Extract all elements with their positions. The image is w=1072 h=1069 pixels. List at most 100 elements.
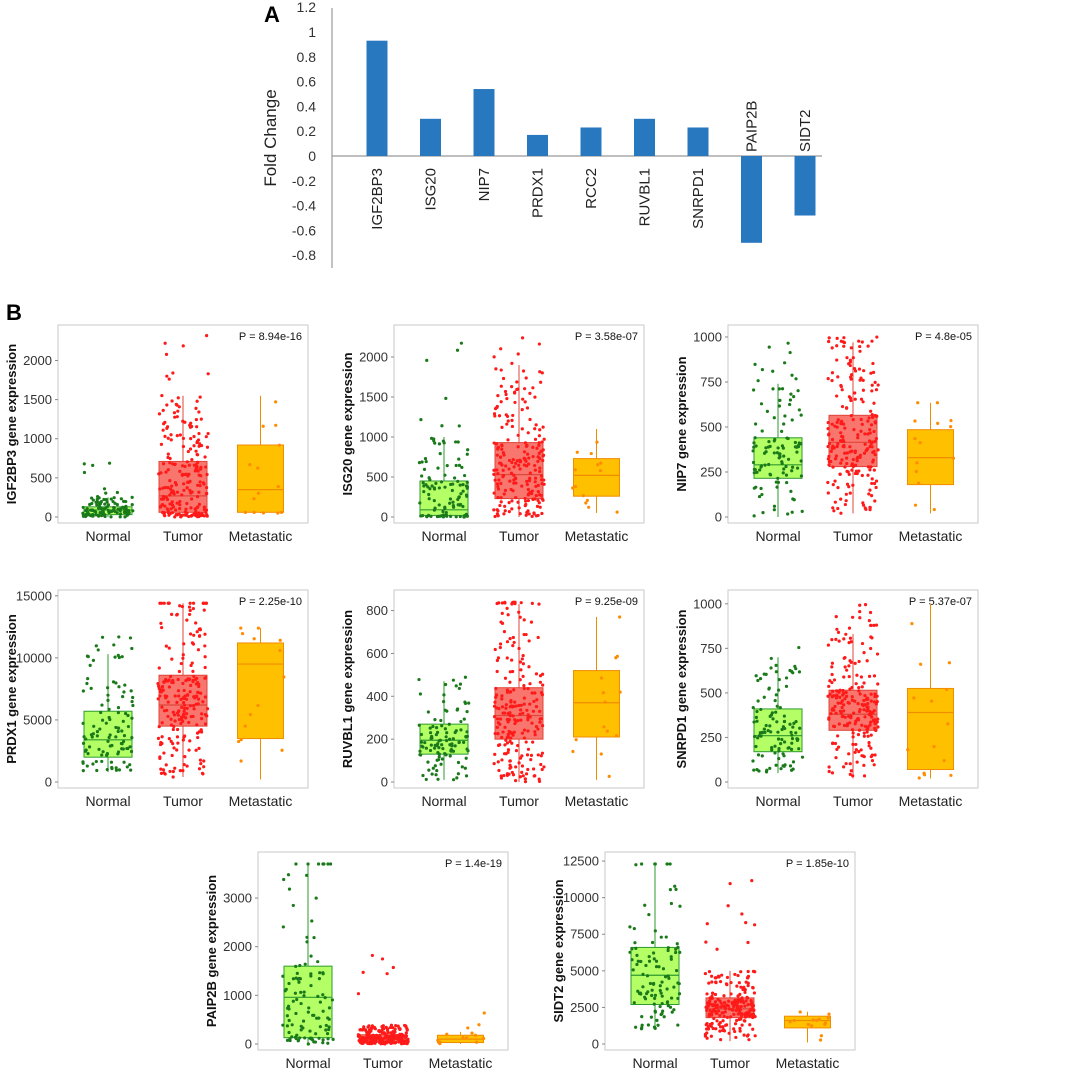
data-point — [526, 452, 530, 456]
data-point — [508, 714, 512, 718]
data-point — [495, 508, 499, 512]
data-point — [736, 973, 740, 978]
y-tick-label: 10000 — [16, 650, 52, 665]
data-point — [790, 510, 794, 514]
data-point — [492, 491, 496, 495]
data-point — [517, 703, 521, 708]
data-point — [448, 737, 452, 741]
data-point — [761, 511, 765, 515]
data-point — [197, 431, 201, 436]
data-point — [461, 504, 465, 509]
data-point — [520, 770, 524, 775]
data-point — [753, 436, 757, 440]
data-point — [86, 677, 90, 681]
data-point — [500, 611, 504, 615]
data-point — [517, 506, 521, 510]
y-tick-label: 2000 — [223, 939, 252, 954]
data-point — [589, 451, 593, 456]
data-point — [841, 438, 845, 442]
data-point — [123, 683, 127, 687]
data-point — [872, 401, 876, 405]
data-point — [850, 685, 854, 690]
data-point — [847, 752, 851, 756]
data-point — [274, 400, 278, 404]
data-point — [539, 380, 543, 384]
data-point — [746, 969, 750, 974]
data-point — [866, 419, 870, 423]
data-point — [850, 728, 855, 732]
data-point — [874, 388, 879, 392]
data-point — [718, 1021, 722, 1025]
data-point — [175, 501, 179, 505]
data-point — [835, 444, 839, 449]
data-point — [875, 414, 879, 418]
data-point — [500, 425, 504, 429]
data-point — [650, 940, 655, 945]
data-point — [842, 336, 846, 340]
data-point — [378, 1040, 382, 1044]
data-point — [857, 367, 862, 371]
data-point — [378, 1033, 382, 1037]
data-point — [836, 701, 840, 705]
data-point — [870, 339, 874, 343]
data-point — [852, 428, 856, 432]
data-point — [118, 515, 122, 519]
data-point — [464, 756, 468, 760]
data-point — [705, 1036, 709, 1040]
data-point — [445, 731, 449, 735]
data-point — [605, 729, 609, 733]
data-point — [279, 510, 284, 514]
data-point — [851, 774, 855, 778]
data-point — [537, 443, 541, 447]
y-tick-label: 3000 — [223, 891, 252, 906]
data-point — [192, 434, 196, 439]
data-point — [742, 1033, 746, 1037]
data-point — [599, 676, 604, 680]
data-point — [195, 723, 199, 727]
data-point — [498, 455, 503, 459]
data-point — [189, 436, 193, 441]
data-point — [506, 613, 510, 617]
data-point — [129, 689, 133, 693]
data-point — [498, 722, 502, 726]
data-point — [644, 991, 649, 996]
data-point — [82, 735, 86, 739]
data-point — [518, 660, 522, 664]
data-point — [916, 401, 920, 405]
data-point — [827, 1012, 831, 1016]
data-point — [322, 862, 326, 866]
data-point — [790, 737, 795, 741]
data-point — [163, 420, 167, 424]
data-point — [857, 689, 861, 693]
data-point — [175, 415, 179, 419]
data-point — [112, 496, 116, 500]
data-point — [311, 1013, 315, 1017]
data-point — [839, 711, 843, 715]
y-tick-label: 500 — [700, 420, 722, 435]
data-point — [203, 695, 207, 699]
data-point — [799, 413, 803, 417]
data-point — [652, 1002, 656, 1006]
data-point — [100, 759, 104, 764]
data-point — [704, 1023, 708, 1027]
data-point — [733, 1022, 738, 1026]
data-point — [512, 730, 516, 734]
data-point — [445, 464, 449, 468]
data-point — [752, 720, 756, 724]
data-point — [786, 457, 791, 461]
data-point — [860, 641, 865, 646]
data-point — [175, 513, 179, 517]
data-point — [522, 736, 527, 740]
data-point — [301, 1026, 305, 1030]
data-point — [377, 1029, 381, 1033]
data-point — [510, 499, 514, 503]
data-point — [669, 957, 673, 961]
data-point — [827, 336, 831, 340]
data-point — [765, 409, 769, 413]
data-point — [513, 700, 517, 704]
data-point — [850, 373, 854, 377]
data-point — [514, 778, 518, 783]
data-point — [764, 672, 768, 676]
data-point — [827, 454, 831, 458]
